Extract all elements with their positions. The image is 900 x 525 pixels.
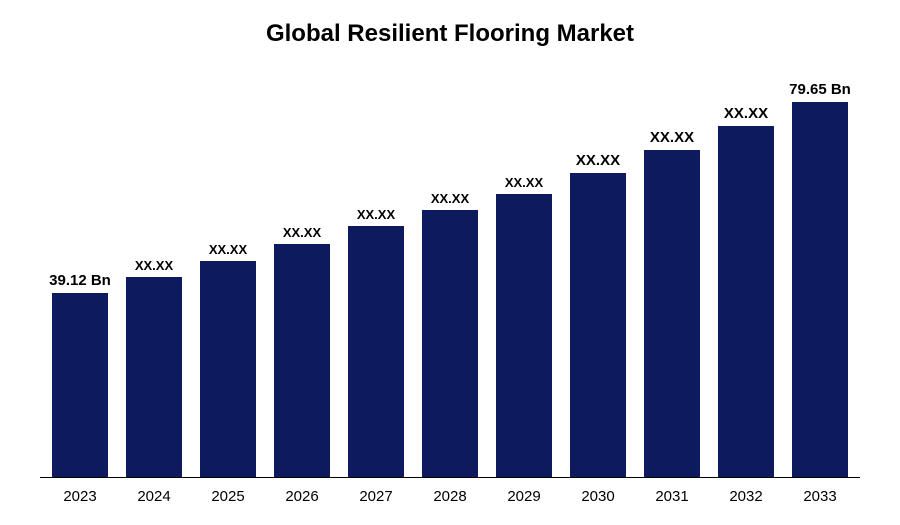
bar xyxy=(644,150,700,477)
bar xyxy=(422,210,478,477)
x-axis-tick: 2031 xyxy=(640,488,704,505)
bar-group: 79.65 Bn xyxy=(788,78,852,477)
plot-area: 39.12 Bn XX.XX XX.XX XX.XX XX.XX XX.XX XX.XX XX… xyxy=(40,78,860,478)
x-axis-tick: 2032 xyxy=(714,488,778,505)
bar xyxy=(200,261,256,477)
bar xyxy=(274,244,330,477)
x-axis-tick: 2030 xyxy=(566,488,630,505)
chart-container: Global Resilient Flooring Market 39.12 B… xyxy=(0,0,900,525)
bar-value-label: XX.XX xyxy=(650,129,694,146)
bar xyxy=(496,194,552,477)
x-axis-tick: 2033 xyxy=(788,488,852,505)
x-axis: 2023 2024 2025 2026 2027 2028 2029 2030 2031 2032… xyxy=(40,478,860,505)
x-axis-tick: 2029 xyxy=(492,488,556,505)
bar-group: XX.XX xyxy=(196,78,260,477)
bar xyxy=(570,173,626,477)
bar-group: XX.XX xyxy=(418,78,482,477)
chart-title: Global Resilient Flooring Market xyxy=(40,20,860,48)
x-axis-tick: 2028 xyxy=(418,488,482,505)
bar-value-label: XX.XX xyxy=(135,258,173,273)
x-axis-tick: 2026 xyxy=(270,488,334,505)
bar-value-label: XX.XX xyxy=(431,191,469,206)
bar-group: XX.XX xyxy=(566,78,630,477)
bar-value-label: XX.XX xyxy=(209,242,247,257)
bar-group: 39.12 Bn xyxy=(48,78,112,477)
bar xyxy=(52,293,108,477)
bar-group: XX.XX xyxy=(492,78,556,477)
bar xyxy=(348,226,404,477)
bar xyxy=(718,126,774,477)
bar-group: XX.XX xyxy=(270,78,334,477)
bars-row: 39.12 Bn XX.XX XX.XX XX.XX XX.XX XX.XX XX.XX XX… xyxy=(40,78,860,478)
bar-value-label: XX.XX xyxy=(724,105,768,122)
bar-value-label: XX.XX xyxy=(357,207,395,222)
bar-value-label: 39.12 Bn xyxy=(49,272,111,289)
bar-group: XX.XX xyxy=(640,78,704,477)
bar xyxy=(126,277,182,477)
bar-group: XX.XX xyxy=(714,78,778,477)
bar-value-label: XX.XX xyxy=(505,175,543,190)
bar-value-label: XX.XX xyxy=(283,225,321,240)
x-axis-tick: 2027 xyxy=(344,488,408,505)
bar-value-label: XX.XX xyxy=(576,152,620,169)
bar-value-label: 79.65 Bn xyxy=(789,81,851,98)
x-axis-tick: 2023 xyxy=(48,488,112,505)
bar-group: XX.XX xyxy=(122,78,186,477)
x-axis-tick: 2025 xyxy=(196,488,260,505)
x-axis-tick: 2024 xyxy=(122,488,186,505)
bar-group: XX.XX xyxy=(344,78,408,477)
bar xyxy=(792,102,848,477)
